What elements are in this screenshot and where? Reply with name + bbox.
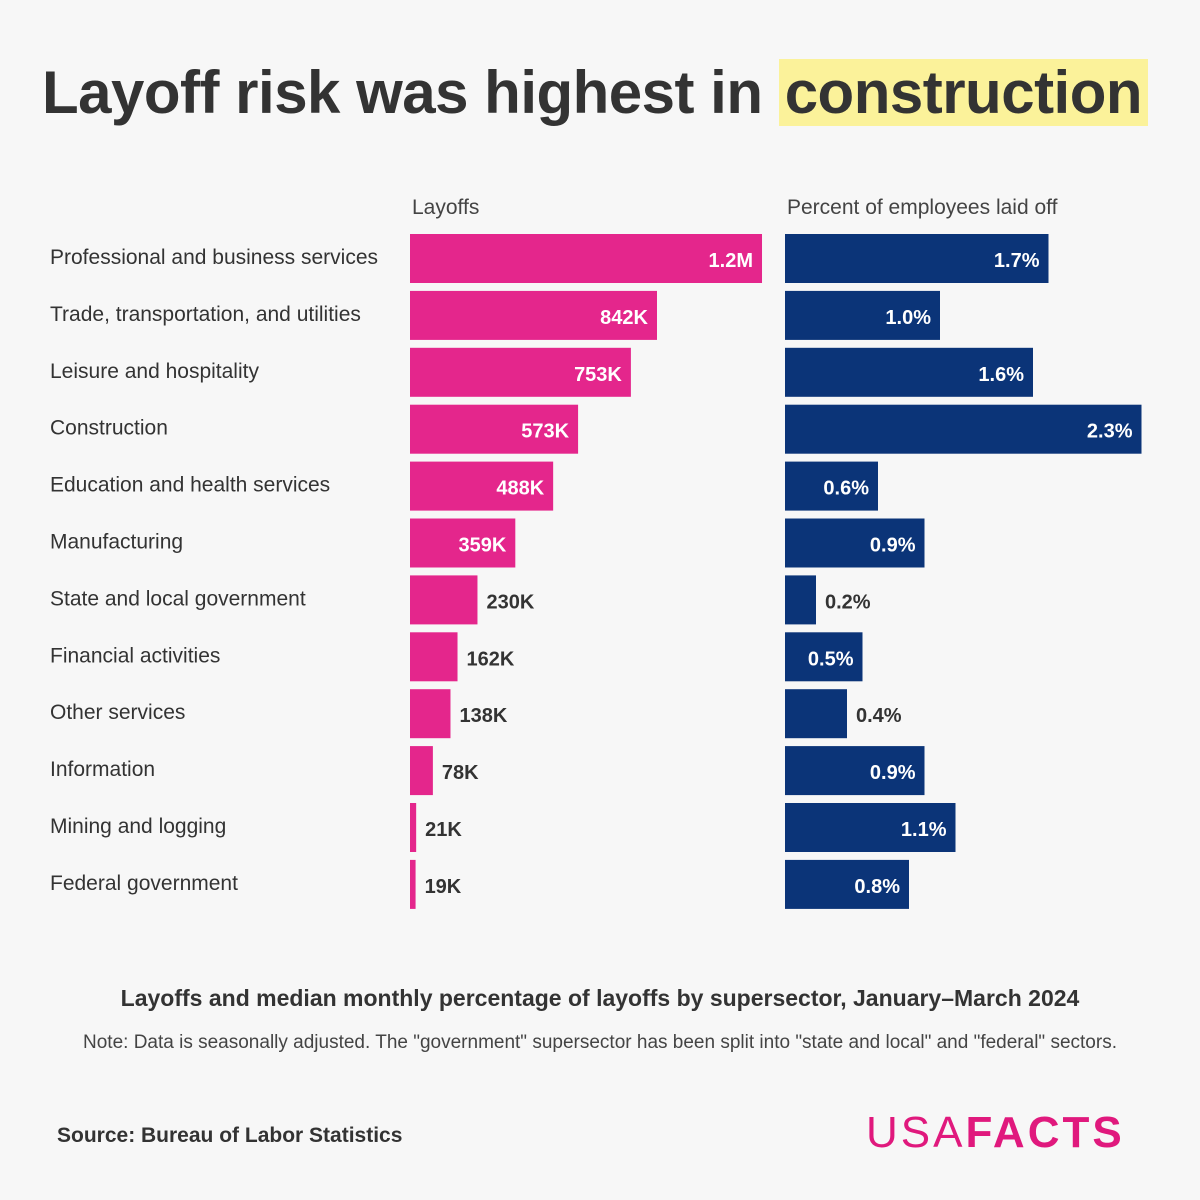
percent-data-label: 0.8% — [854, 876, 900, 898]
bar-chart: Professional and business services Trade,… — [50, 234, 1142, 909]
category-label: Information — [50, 758, 155, 781]
category-label: Leisure and hospitality — [50, 360, 259, 383]
percent-bar — [785, 404, 1142, 454]
layoffs-data-label: 138K — [459, 705, 507, 727]
percent-data-label: 0.4% — [856, 705, 902, 727]
layoffs-bar — [410, 290, 657, 340]
layoffs-data-label: 230K — [486, 591, 534, 613]
layoffs-bar — [410, 404, 579, 454]
category-label: Construction — [50, 417, 168, 440]
percent-bar — [785, 746, 925, 796]
percent-bar — [785, 803, 956, 852]
percent-column-header: Percent of employees laid off — [787, 196, 1058, 219]
category-label: Mining and logging — [50, 815, 226, 838]
category-label: Financial activities — [50, 644, 220, 667]
percent-bar — [785, 518, 925, 568]
percent-data-label: 0.9% — [870, 762, 916, 784]
percent-data-label: 1.7% — [994, 250, 1040, 272]
layoffs-data-label: 753K — [574, 364, 622, 386]
category-label: Manufacturing — [50, 531, 183, 554]
percent-bar — [785, 461, 878, 511]
percent-bar — [785, 575, 816, 625]
percent-bar — [785, 632, 863, 682]
category-label: Other services — [50, 701, 185, 724]
layoffs-bar — [410, 518, 516, 568]
chart-title: Layoff risk was highest in construction — [42, 58, 1149, 127]
layoffs-bar — [410, 803, 417, 852]
percent-data-label: 1.1% — [901, 819, 947, 841]
layoffs-bar — [410, 347, 631, 397]
category-label: Professional and business services — [50, 246, 378, 269]
category-label: Federal government — [50, 872, 238, 895]
category-label: Trade, transportation, and utilities — [50, 303, 361, 326]
percent-data-label: 0.6% — [823, 478, 869, 500]
usafacts-logo: USAFACTS — [866, 1108, 1125, 1157]
percent-data-label: 1.6% — [978, 364, 1024, 386]
layoffs-bar — [410, 689, 451, 739]
layoffs-data-label: 78K — [442, 762, 479, 784]
source-text: Source: Bureau of Labor Statistics — [57, 1124, 403, 1147]
layoffs-bar — [410, 234, 763, 283]
title-prefix: Layoff risk was highest in — [42, 59, 779, 126]
chart-subtitle: Layoffs and median monthly percentage of… — [120, 985, 1080, 1011]
layoffs-bar — [410, 575, 478, 625]
percent-data-label: 0.5% — [808, 648, 854, 670]
layoffs-bar — [410, 746, 433, 796]
layoffs-bar — [410, 859, 416, 909]
layoffs-data-label: 162K — [467, 648, 515, 670]
percent-data-label: 1.0% — [885, 307, 931, 329]
percent-bar — [785, 859, 909, 909]
percent-bar — [785, 347, 1033, 397]
percent-data-label: 0.2% — [825, 591, 871, 613]
layoffs-column-header: Layoffs — [412, 196, 480, 219]
percent-bar — [785, 234, 1049, 283]
layoffs-data-label: 842K — [600, 307, 648, 329]
category-label: State and local government — [50, 587, 306, 610]
layoffs-data-label: 359K — [458, 535, 506, 557]
layoffs-bar — [410, 461, 554, 511]
percent-bar — [785, 290, 940, 340]
layoffs-data-label: 1.2M — [709, 250, 753, 272]
layoffs-data-label: 21K — [425, 819, 462, 841]
layoffs-data-label: 573K — [521, 421, 569, 443]
layoffs-data-label: 488K — [496, 478, 544, 500]
percent-data-label: 0.9% — [870, 535, 916, 557]
layoffs-data-label: 19K — [425, 876, 462, 898]
percent-bar — [785, 689, 847, 739]
title-highlight: construction — [778, 59, 1149, 126]
category-label: Education and health services — [50, 474, 330, 497]
percent-data-label: 2.3% — [1087, 421, 1133, 443]
layoffs-bar — [410, 632, 458, 682]
chart-note: Note: Data is seasonally adjusted. The "… — [83, 1032, 1117, 1053]
